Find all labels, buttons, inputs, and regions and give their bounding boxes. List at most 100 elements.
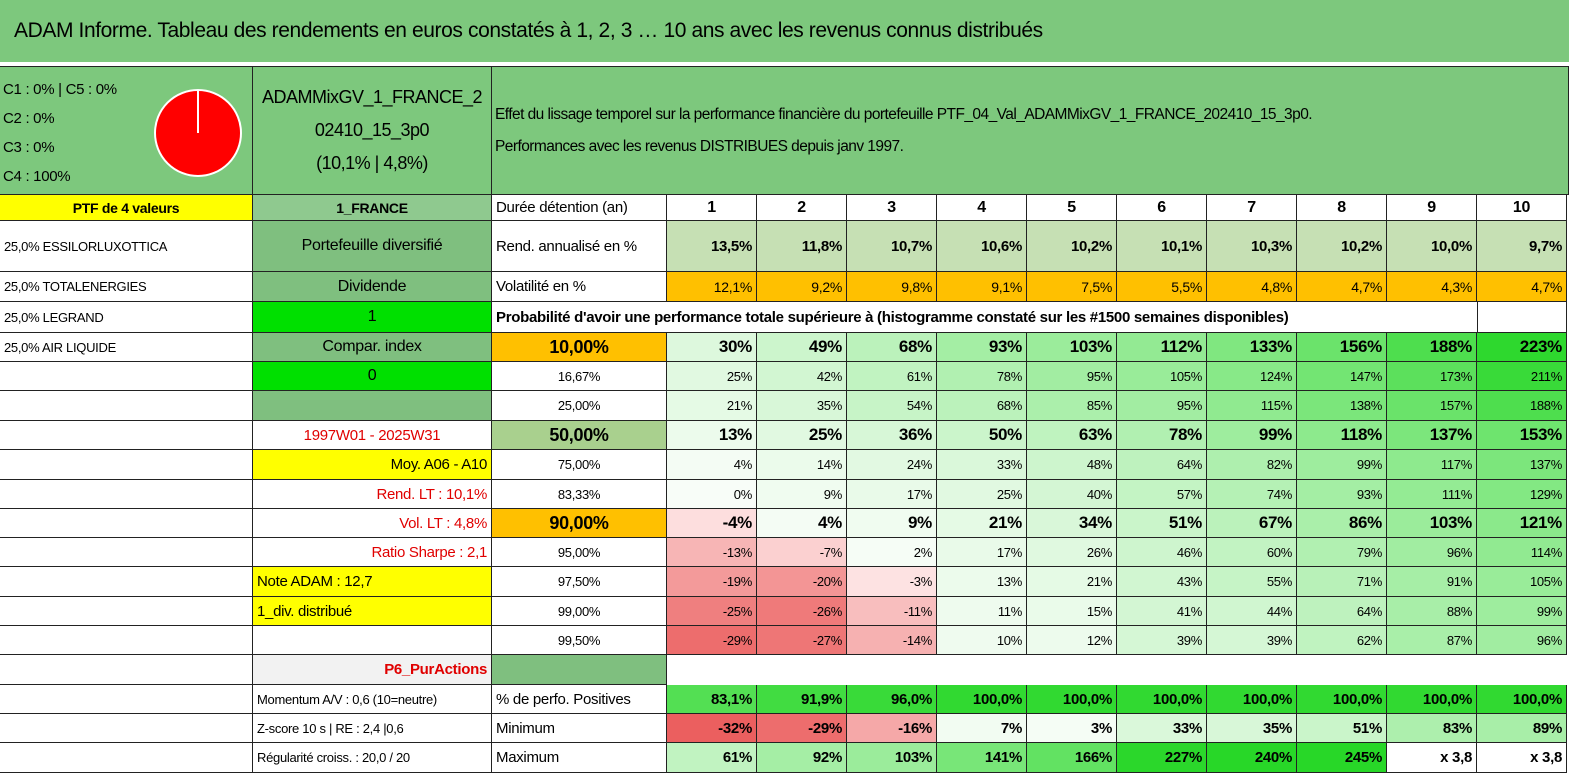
value-cell: 9,8% <box>847 272 937 302</box>
value-cell: x 3,8 <box>1387 743 1477 773</box>
pie <box>154 89 242 177</box>
value-cell: 33% <box>937 450 1027 480</box>
value-cell: 129% <box>1477 480 1567 509</box>
value-cell: 9 <box>1387 195 1477 221</box>
row-label: Minimum <box>492 714 667 743</box>
value-cell: 100,0% <box>1477 685 1567 714</box>
portfolio-line: 02410_15_3p0 <box>314 120 430 140</box>
value-cell: 1 <box>667 195 757 221</box>
value-cell: 10,0% <box>1387 221 1477 272</box>
description-line: Effet du lissage temporel sur la perform… <box>495 105 1313 123</box>
value-cell: 99% <box>1477 597 1567 626</box>
row-label: Maximum <box>492 743 667 773</box>
value-cell: 68% <box>847 333 937 362</box>
row-label: Durée détention (an) <box>492 195 667 221</box>
value-cell: 10% <box>937 626 1027 655</box>
blank-cell <box>0 685 253 714</box>
value-cell: 6 <box>1117 195 1207 221</box>
row-label: % de perfo. Positives <box>492 685 667 714</box>
value-cell: 173% <box>1387 362 1477 391</box>
blank-cell <box>0 509 253 538</box>
value-cell: 35% <box>1207 714 1297 743</box>
label-cell: 0 <box>253 362 492 391</box>
value-cell: 105% <box>1477 567 1567 597</box>
value-cell: 10,7% <box>847 221 937 272</box>
value-cell: 117% <box>1387 450 1477 480</box>
blank-cell <box>0 421 253 450</box>
value-cell: -16% <box>847 714 937 743</box>
value-cell: 4,7% <box>1297 272 1387 302</box>
row-label: 25,00% <box>492 391 667 421</box>
value-cell: 157% <box>1387 391 1477 421</box>
value-cell: 57% <box>1117 480 1207 509</box>
label-cell: Vol. LT : 4,8% <box>253 509 492 538</box>
blank-cell <box>0 391 253 421</box>
value-cell: 24% <box>847 450 937 480</box>
value-cell: 114% <box>1477 538 1567 567</box>
value-cell: 4,3% <box>1387 272 1477 302</box>
value-cell: 79% <box>1297 538 1387 567</box>
value-cell: 14% <box>757 450 847 480</box>
value-cell: 13,5% <box>667 221 757 272</box>
value-cell: 121% <box>1477 509 1567 538</box>
value-cell: 78% <box>1117 421 1207 450</box>
value-cell: 35% <box>757 391 847 421</box>
value-cell: 7 <box>1207 195 1297 221</box>
value-cell: 54% <box>847 391 937 421</box>
value-cell: -3% <box>847 567 937 597</box>
value-cell: 100,0% <box>1117 685 1207 714</box>
value-cell: 10,2% <box>1027 221 1117 272</box>
value-cell: -4% <box>667 509 757 538</box>
value-cell: x 3,8 <box>1477 743 1567 773</box>
label-cell: Portefeuille diversifié <box>253 221 492 272</box>
value-cell: -11% <box>847 597 937 626</box>
row-label: 10,00% <box>492 333 667 362</box>
description-line: Performances avec les revenus DISTRIBUES… <box>495 137 904 155</box>
asset-cell: PTF de 4 valeurs <box>0 195 253 221</box>
value-cell: 50% <box>937 421 1027 450</box>
blank-cell <box>0 362 253 391</box>
value-cell: 166% <box>1027 743 1117 773</box>
value-cell: 115% <box>1207 391 1297 421</box>
value-cell: 41% <box>1117 597 1207 626</box>
blank-cell <box>0 567 253 597</box>
value-cell: 86% <box>1297 509 1387 538</box>
value-cell: 13% <box>667 421 757 450</box>
value-cell: 103% <box>1387 509 1477 538</box>
value-cell: -32% <box>667 714 757 743</box>
value-cell: 64% <box>1117 450 1207 480</box>
value-cell: 10 <box>1477 195 1567 221</box>
value-cell: 141% <box>937 743 1027 773</box>
row-label: 95,00% <box>492 538 667 567</box>
value-cell: 51% <box>1297 714 1387 743</box>
value-cell: 30% <box>667 333 757 362</box>
value-cell: 2% <box>847 538 937 567</box>
portfolio-line: ADAMMixGV_1_FRANCE_2 <box>261 87 483 107</box>
value-cell: 245% <box>1297 743 1387 773</box>
value-cell: 67% <box>1207 509 1297 538</box>
value-cell: 9,1% <box>937 272 1027 302</box>
blank-cell <box>0 480 253 509</box>
value-cell: 63% <box>1027 421 1117 450</box>
value-cell: 153% <box>1477 421 1567 450</box>
value-cell: 103% <box>847 743 937 773</box>
label-cell: Ratio Sharpe : 2,1 <box>253 538 492 567</box>
value-cell: 118% <box>1297 421 1387 450</box>
value-cell: 96% <box>1477 626 1567 655</box>
value-cell: -29% <box>667 626 757 655</box>
blank-cell <box>492 655 667 685</box>
blank-cell <box>0 538 253 567</box>
value-cell: -14% <box>847 626 937 655</box>
value-cell: -26% <box>757 597 847 626</box>
value-cell: 82% <box>1207 450 1297 480</box>
value-cell: 71% <box>1297 567 1387 597</box>
allocation-line: C4 : 100% <box>3 168 71 185</box>
value-cell: 93% <box>1297 480 1387 509</box>
value-cell: 4% <box>757 509 847 538</box>
label-cell: Z-score 10 s | RE : 2,4 |0,6 <box>253 714 492 743</box>
value-cell: 9% <box>847 509 937 538</box>
label-cell <box>253 391 492 421</box>
value-cell: 100,0% <box>1297 685 1387 714</box>
asset-cell: 25,0% AIR LIQUIDE <box>0 333 253 362</box>
value-cell: 42% <box>757 362 847 391</box>
